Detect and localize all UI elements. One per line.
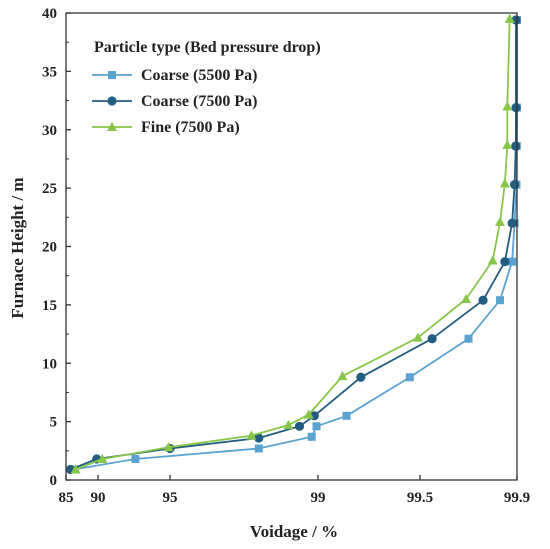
data-point <box>500 257 510 267</box>
series-line <box>75 18 511 471</box>
data-point <box>502 101 513 111</box>
data-point <box>70 464 81 474</box>
legend-title: Particle type (Bed pressure drop) <box>94 39 321 56</box>
data-point <box>478 295 488 305</box>
x-tick-label: 85 <box>59 490 74 506</box>
data-point <box>496 296 505 305</box>
data-point <box>511 102 521 113</box>
data-point <box>254 433 264 443</box>
y-tick-label: 20 <box>42 240 57 256</box>
data-point <box>461 293 472 304</box>
series-triangle <box>70 13 515 474</box>
legend-label: Coarse (7500 Pa) <box>141 93 257 110</box>
data-point <box>246 430 257 440</box>
data-point <box>342 411 351 420</box>
y-tick-label: 30 <box>42 123 57 139</box>
data-point <box>131 454 140 463</box>
data-point <box>507 218 517 228</box>
data-point <box>427 334 437 344</box>
data-point <box>499 178 510 188</box>
legend-marker <box>107 121 117 131</box>
data-point <box>502 139 513 149</box>
legend: Particle type (Bed pressure drop) Coarse… <box>92 39 321 136</box>
data-point <box>508 257 517 266</box>
y-axis-title: Furnace Height / m <box>8 177 27 318</box>
x-tick-label: 90 <box>91 490 106 506</box>
data-point <box>312 422 321 431</box>
data-point <box>495 216 506 226</box>
y-tick-label: 15 <box>42 298 57 314</box>
data-point <box>511 141 521 151</box>
y-tick-label: 35 <box>42 64 57 80</box>
x-tick-label: 99.9 <box>504 490 530 506</box>
data-point <box>283 419 294 430</box>
data-point <box>509 180 520 190</box>
series-square <box>69 16 521 474</box>
data-point <box>504 13 515 23</box>
series-line <box>73 20 518 471</box>
x-tick-label: 95 <box>163 490 178 506</box>
y-tick-label: 10 <box>42 356 57 372</box>
plot-marks <box>65 13 521 475</box>
y-tick-label: 0 <box>50 473 58 489</box>
data-point <box>97 453 108 463</box>
legend-marker <box>108 71 116 79</box>
x-tick-label: 99.5 <box>407 490 433 506</box>
y-tick-label: 25 <box>42 181 57 197</box>
axes-group: 85 90 95 99 99.5 99.9 0 5 10 15 20 25 30 35 40 <box>42 6 530 506</box>
legend-label: Fine (7500 Pa) <box>141 119 240 136</box>
series-circle <box>65 15 521 475</box>
plot-frame <box>65 12 518 481</box>
legend-label: Coarse (5500 Pa) <box>141 67 257 84</box>
data-point <box>412 332 423 342</box>
data-point <box>337 370 348 381</box>
data-point <box>307 432 316 441</box>
legend-marker <box>107 96 117 106</box>
y-tick-label: 5 <box>50 415 58 431</box>
y-tick-label: 40 <box>42 6 57 22</box>
legend-items: Coarse (5500 Pa) Coarse (7500 Pa) Fine (75… <box>92 67 257 136</box>
data-point <box>405 373 414 382</box>
data-point <box>254 444 263 453</box>
x-tick-label: 99 <box>311 490 326 506</box>
data-point <box>464 334 473 343</box>
data-point <box>163 442 174 452</box>
x-axis-title: Voidage / % <box>250 522 338 541</box>
data-point <box>303 409 314 419</box>
data-point <box>487 255 498 265</box>
series-line <box>70 20 517 471</box>
data-point <box>356 372 366 382</box>
data-point <box>294 421 305 431</box>
